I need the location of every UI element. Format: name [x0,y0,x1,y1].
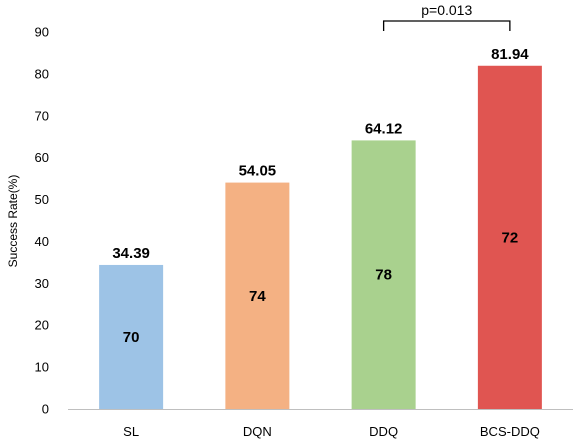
y-axis: 0 10 20 30 40 50 60 70 80 90 [35,25,49,417]
bar-inner-label: 70 [123,329,140,346]
bar-value-label: 34.39 [112,245,150,262]
bar-inner-label: 74 [249,288,266,305]
y-tick-label: 50 [35,192,49,207]
y-tick-label: 10 [35,360,49,375]
significance-annotation: p=0.013 [382,2,511,31]
y-tick-label: 40 [35,234,49,249]
significance-label: p=0.013 [421,2,472,18]
y-axis-title: Success Rate(%) [6,175,20,268]
bar [351,140,416,409]
significance-bracket [382,20,511,31]
bar [477,65,542,409]
bar-value-label: 64.12 [365,120,403,137]
bar-value-label: 81.94 [491,46,529,63]
x-tick-label: SL [123,424,139,439]
y-tick-label: 20 [35,318,49,333]
y-tick-label: 30 [35,276,49,291]
x-tick-label: DDQ [369,424,398,439]
bar-inner-label: 72 [502,229,519,246]
y-tick-label: 80 [35,66,49,81]
bar-value-label: 54.05 [239,163,277,180]
x-tick-label: DQN [243,424,272,439]
y-tick-label: 70 [35,108,49,123]
bar [225,182,290,409]
y-tick-label: 60 [35,150,49,165]
bars: 34.39 70 SL 54.05 74 DQN 64.12 78 DDQ 81.94 72 BCS-… [99,46,542,439]
bar-inner-label: 78 [375,267,392,284]
bar [99,264,164,409]
x-tick-label: BCS-DDQ [480,424,540,439]
y-tick-label: 90 [35,25,49,40]
y-tick-label: 0 [42,402,49,417]
